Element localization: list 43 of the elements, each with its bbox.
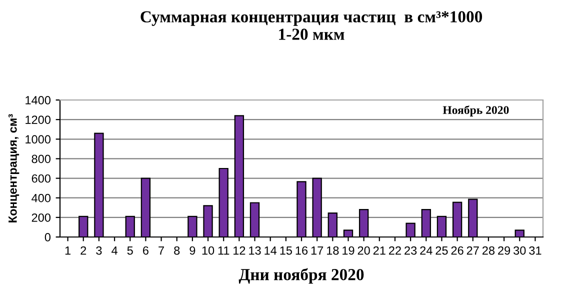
x-tick-label: 14 [264,246,277,255]
x-tick-label: 25 [436,246,448,255]
y-tick-label: 1000 [26,135,51,144]
x-tick-label: 16 [296,246,308,255]
x-tick-label: 26 [451,246,464,255]
x-tick-label: 30 [514,246,526,255]
chart-title: Суммарная концентрация частиц в см³*1000 1-20 мкм [140,11,482,40]
x-tick-label: 28 [482,246,495,255]
x-tick-label: 6 [143,246,148,255]
x-tick-label: 7 [158,246,164,255]
x-tick-label: 5 [127,246,133,255]
y-tick-label: 1400 [26,96,51,104]
x-tick-label: 15 [280,246,292,255]
y-tick-label: 1200 [26,116,51,124]
x-tick-label: 20 [358,246,370,255]
y-tick-label: 400 [32,194,51,202]
annotation: Ноябрь 2020 [442,105,509,116]
y-tick-label: 0 [44,233,51,242]
y-tick-label: 800 [32,154,51,164]
x-tick-label: 11 [218,246,230,255]
x-tick-label: 8 [174,246,180,255]
x-tick-label: 19 [342,246,354,255]
x-tick-label: 21 [373,246,386,255]
x-tick-label: 2 [80,246,86,255]
x-tick-label: 12 [234,246,246,255]
x-tick-label: 24 [420,246,432,255]
x-tick-label: 1 [65,246,70,255]
x-tick-label: 13 [249,246,261,255]
x-tick-label: 9 [190,246,196,255]
x-tick-label: 3 [96,246,102,255]
x-tick-label: 22 [389,246,401,255]
x-tick-label: 4 [112,246,118,255]
x-tick-label: 31 [529,246,542,255]
x-tick-label: 27 [466,246,479,255]
y-tick-label: 600 [32,174,51,183]
x-tick-label: 23 [404,246,417,255]
y-tick-label: 200 [32,213,51,222]
x-tick-label: 29 [498,246,510,255]
x-axis-title: Дни ноября 2020 [238,268,364,284]
x-tick-label: 10 [202,246,214,255]
x-tick-label: 17 [311,246,324,255]
x-tick-label: 18 [326,246,339,255]
y-axis-title: Концентрация, см³ [8,114,20,222]
